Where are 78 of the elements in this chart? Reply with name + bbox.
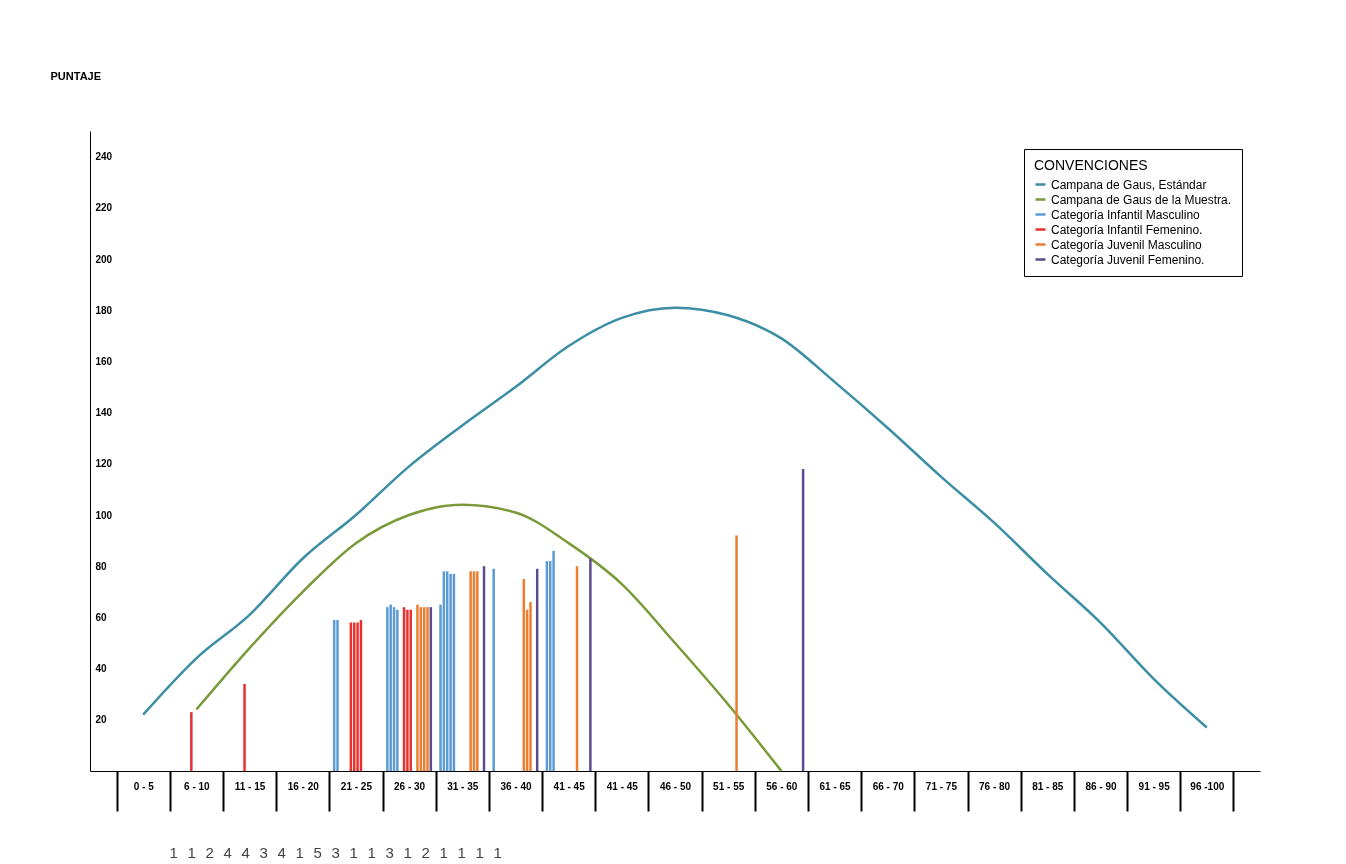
text: 4 (223, 844, 232, 861)
legend-label: Categoría Juvenil Femenino. (1051, 252, 1205, 267)
bar (449, 573, 452, 771)
text: 1 (187, 844, 196, 861)
x-tick-label: 16 - 20 (287, 780, 320, 792)
legend-label: Categoría Juvenil Masculino (1051, 237, 1203, 252)
y-axis-title: PUNTAJE (50, 69, 102, 82)
bar (389, 604, 392, 771)
x-tick-label: 0 - 5 (133, 780, 155, 792)
bar (396, 609, 399, 771)
bar (476, 571, 479, 771)
text: 1 (493, 844, 502, 861)
x-tick-label: 96 -100 (1190, 780, 1225, 792)
x-tick-label: 21 - 25 (340, 780, 373, 792)
text: 3 (331, 844, 340, 861)
y-tick-label: 240 (95, 151, 113, 163)
x-tick-label: 66 - 70 (872, 780, 905, 792)
x-tick-label: 71 - 75 (925, 780, 958, 792)
x-tick-label: 36 - 40 (500, 780, 532, 792)
x-tick-label: 11 - 15 (234, 780, 266, 792)
y-tick-label: 40 (95, 663, 108, 675)
bar (190, 712, 193, 771)
text: 1 (367, 844, 376, 861)
y-tick-label: 80 (95, 560, 108, 572)
x-tick-label: 26 - 30 (394, 780, 426, 792)
x-tick-label: 41 - 45 (553, 780, 586, 792)
text: 1 (475, 844, 484, 861)
bar (416, 604, 419, 771)
bar (469, 571, 472, 771)
x-tick-label: 51 - 55 (713, 780, 745, 792)
bar (529, 602, 532, 771)
bar (492, 568, 495, 771)
x-tick-label: 91 - 95 (1138, 780, 1171, 792)
line-series (141, 306, 1209, 729)
bar (426, 607, 429, 771)
y-tick-label: 120 (95, 458, 113, 470)
text: 5 (313, 844, 322, 861)
x-tick-label: 31 - 35 (447, 780, 479, 792)
bar (735, 535, 738, 771)
text: 1 (403, 844, 412, 861)
y-tick-label: 160 (95, 355, 113, 367)
text: 1 (457, 844, 466, 861)
text: 1 (439, 844, 448, 861)
line-series (195, 503, 783, 773)
x-tick-label: 56 - 60 (766, 780, 798, 792)
y-tick-label: 140 (95, 407, 113, 419)
y-tick-label: 20 (95, 714, 108, 726)
y-tick-label: 180 (95, 304, 113, 316)
bar (336, 619, 339, 771)
text: 4 (241, 844, 250, 861)
bar (589, 558, 592, 771)
y-tick-label: 60 (95, 611, 108, 623)
text: 2 (421, 844, 430, 861)
legend-label: Categoría Infantil Femenino. (1051, 222, 1203, 237)
text: 1 (349, 844, 358, 861)
legend-title: CONVENCIONES (1034, 157, 1148, 173)
x-tick-label: 6 - 10 (184, 780, 211, 792)
x-tick-label: 86 - 90 (1085, 780, 1117, 792)
bar (243, 683, 246, 771)
x-tick-label: 81 - 85 (1032, 780, 1064, 792)
y-tick-label: 200 (95, 253, 113, 265)
legend-label: Campana de Gaus, Estándar (1051, 177, 1207, 192)
y-tick-label: 220 (95, 202, 113, 214)
bar (552, 550, 555, 771)
text: 2 (205, 844, 214, 861)
text: 3 (259, 844, 268, 861)
text: 1 (169, 844, 178, 861)
legend-label: Campana de Gaus de la Muestra. (1051, 192, 1232, 207)
text: 3 (385, 844, 394, 861)
x-tick-label: 46 - 50 (659, 780, 692, 792)
text: 4 (277, 844, 286, 861)
bar (386, 607, 389, 771)
x-tick-label: 41 - 45 (606, 780, 639, 792)
x-tick-label: 76 - 80 (979, 780, 1011, 792)
legend-label: Categoría Infantil Masculino (1051, 207, 1201, 222)
text: 1 (295, 844, 304, 861)
x-tick-label: 61 - 65 (819, 780, 852, 792)
y-tick-label: 100 (95, 509, 113, 521)
